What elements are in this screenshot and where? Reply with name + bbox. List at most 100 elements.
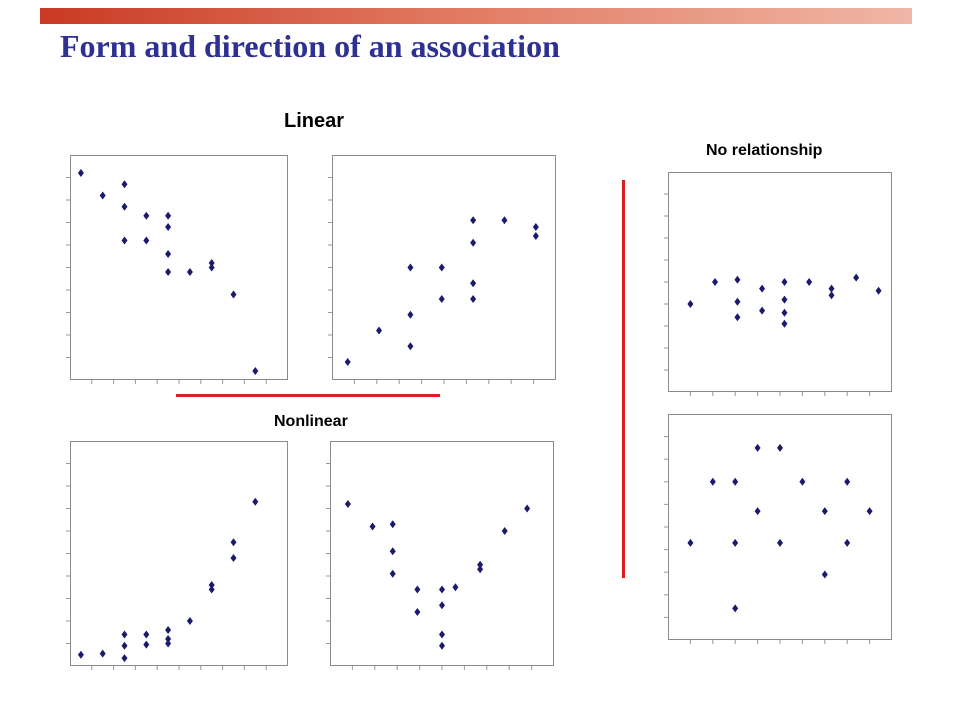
data-point [781, 308, 788, 317]
separator-vertical [622, 180, 625, 578]
data-point [143, 630, 150, 639]
data-point [165, 223, 172, 231]
data-point [844, 477, 851, 486]
data-point [781, 278, 788, 286]
data-point [687, 538, 694, 547]
data-point [501, 216, 508, 225]
data-point [186, 268, 193, 276]
slide-title: Form and direction of an association [60, 28, 560, 64]
data-point [777, 538, 783, 547]
data-point [828, 284, 835, 293]
data-point [99, 191, 106, 200]
data-point [781, 295, 788, 304]
data-point [734, 275, 741, 284]
plot-frame [668, 414, 892, 640]
data-point [407, 263, 414, 272]
data-point [439, 630, 445, 639]
data-point [208, 263, 215, 272]
data-point [344, 500, 351, 508]
data-point [732, 604, 739, 613]
data-point [143, 236, 150, 245]
data-point [828, 291, 835, 300]
data-point [208, 585, 215, 594]
data-point [875, 286, 882, 295]
data-point [470, 238, 477, 247]
data-point [407, 342, 414, 351]
data-point [844, 538, 851, 547]
data-point [470, 216, 477, 225]
data-point [734, 297, 741, 306]
scatter-no-relationship-random [664, 414, 892, 644]
data-point [121, 202, 128, 211]
scatter-plot-svg [328, 155, 556, 384]
data-point [414, 585, 421, 594]
data-point [186, 617, 193, 625]
data-point [77, 650, 84, 659]
data-point [376, 326, 383, 335]
data-point [121, 630, 128, 639]
data-point [407, 310, 414, 319]
data-point [821, 570, 828, 579]
data-point [208, 259, 215, 267]
data-point [470, 279, 477, 288]
plot-frame [668, 172, 892, 392]
data-point [777, 443, 783, 452]
scatter-nonlinear-exponential [66, 441, 288, 670]
data-point [806, 278, 813, 286]
title-accent-bar [40, 8, 912, 24]
data-point [438, 263, 445, 272]
data-point [252, 367, 259, 375]
data-point [143, 640, 150, 649]
data-point [799, 477, 806, 486]
scatter-linear-positive [328, 155, 556, 384]
data-point [165, 626, 172, 634]
data-point [781, 319, 788, 328]
data-point [470, 295, 477, 303]
data-point [759, 306, 766, 315]
scatter-plot-svg [326, 441, 554, 670]
data-point [165, 639, 172, 648]
data-point [165, 268, 172, 276]
data-point [477, 565, 484, 574]
scatter-plot-svg [66, 441, 288, 670]
label-linear: Linear [284, 110, 345, 132]
data-point [524, 504, 531, 513]
scatter-nonlinear-u-shaped [326, 441, 554, 670]
data-point [121, 180, 128, 189]
data-point [532, 223, 539, 231]
data-point [389, 520, 396, 529]
data-point [866, 507, 873, 516]
data-point [477, 560, 484, 569]
data-point [732, 477, 739, 486]
data-point [759, 284, 766, 293]
data-point [165, 635, 172, 643]
data-point [143, 211, 150, 220]
data-point [439, 641, 445, 650]
data-point [230, 554, 237, 562]
data-point [165, 211, 172, 220]
scatter-plot-svg [664, 172, 892, 396]
data-point [344, 358, 351, 366]
plot-frame [70, 155, 288, 380]
data-point [121, 236, 128, 245]
data-point [252, 497, 259, 506]
data-point [165, 250, 172, 258]
data-point [712, 278, 719, 286]
data-point [754, 443, 761, 452]
data-point [438, 295, 445, 303]
data-point [208, 581, 215, 589]
data-point [439, 601, 445, 610]
scatter-linear-negative [66, 155, 288, 384]
data-point [439, 585, 445, 594]
data-point [709, 477, 716, 486]
plot-frame [70, 441, 288, 666]
data-point [754, 507, 761, 516]
separator-horizontal [176, 394, 440, 397]
data-point [389, 569, 396, 578]
data-point [99, 649, 106, 658]
data-point [501, 527, 508, 535]
data-point [687, 300, 694, 308]
data-point [389, 547, 396, 556]
data-point [452, 583, 459, 592]
data-point [532, 232, 539, 240]
